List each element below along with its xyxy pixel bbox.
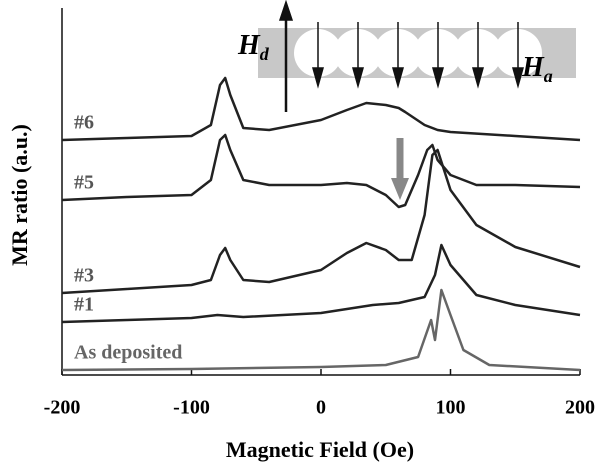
- series-line: [61, 148, 581, 295]
- series-line: [61, 133, 581, 209]
- series-label: #5: [74, 172, 94, 194]
- x-tick-label: 0: [316, 397, 326, 419]
- series-label: As deposited: [74, 342, 182, 364]
- x-tick-label: 100: [436, 397, 466, 419]
- inset-arrows: [278, 0, 524, 112]
- x-tick-label: -200: [44, 397, 81, 419]
- y-axis-label: MR ratio (a.u.): [7, 124, 32, 266]
- x-tick-label: 200: [565, 397, 595, 419]
- series-line: [61, 288, 581, 372]
- inset-label-ha: Ha: [521, 52, 553, 86]
- x-tick-label: -100: [173, 397, 210, 419]
- series-line: [61, 76, 581, 142]
- x-axis-label: Magnetic Field (Oe): [226, 437, 414, 462]
- series-line: [61, 243, 581, 324]
- shift-arrow: [391, 138, 409, 200]
- series-label: #6: [74, 112, 94, 134]
- series-label: #3: [74, 265, 94, 287]
- series-label: #1: [74, 294, 94, 316]
- inset-label-hd: Hd: [237, 30, 270, 64]
- inset: Hd Ha: [237, 0, 576, 112]
